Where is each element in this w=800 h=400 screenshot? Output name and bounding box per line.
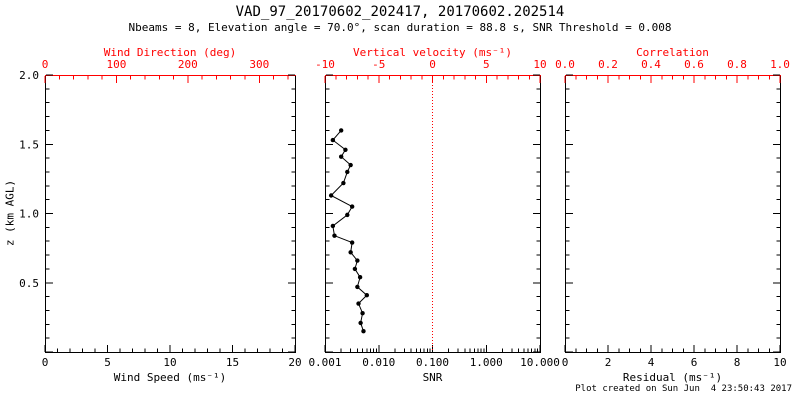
top-tick-label: 1.0 <box>770 58 790 71</box>
x-tick-label: 8 <box>734 356 741 369</box>
y-tick-label: 2.0 <box>19 69 39 82</box>
panel-box <box>45 75 296 353</box>
x-tick-label: 10.000 <box>520 356 560 369</box>
top-tick-label: 0 <box>42 58 49 71</box>
x-axis-label-snr: SNR <box>422 371 443 384</box>
top-tick-label: 5 <box>483 58 490 71</box>
data-point <box>330 137 336 143</box>
top-tick-label: 0 <box>429 58 436 71</box>
top-axis-label-vertical-velocity: Vertical velocity (ms⁻¹) <box>353 46 512 59</box>
profile-line <box>330 130 368 332</box>
x-tick-label: 0.010 <box>362 356 395 369</box>
x-axis-label-residual: Residual (ms⁻¹) <box>622 371 723 384</box>
top-tick-label: 200 <box>178 58 198 71</box>
x-tick-label: 1.000 <box>470 356 503 369</box>
top-tick-label: 0.4 <box>641 58 661 71</box>
x-tick-label: 10 <box>163 356 176 369</box>
data-point <box>352 266 358 272</box>
x-tick-label: 4 <box>648 356 655 369</box>
y-axis-label: z (km AGL) <box>3 179 17 247</box>
top-tick-label: -5 <box>372 58 385 71</box>
data-point <box>345 212 350 218</box>
x-tick-label: 20 <box>288 356 301 369</box>
x-tick-label: 5 <box>104 356 111 369</box>
data-point <box>360 311 365 316</box>
x-tick-label: 10 <box>773 356 786 369</box>
x-tick-label: 2 <box>605 356 612 369</box>
y-tick-label: 1.0 <box>19 208 39 221</box>
x-tick-label: 6 <box>691 356 698 369</box>
plot-title: VAD_97_20170602_202417, 20170602.202514 <box>235 4 565 20</box>
y-tick-label: 1.5 <box>19 138 39 151</box>
data-point <box>364 293 370 298</box>
x-tick-label: 0.001 <box>308 356 341 369</box>
top-tick-label: 300 <box>249 58 269 71</box>
data-point <box>355 258 360 263</box>
panel-box <box>565 75 781 353</box>
top-tick-label: 0.6 <box>684 58 704 71</box>
top-tick-label: -10 <box>315 58 335 71</box>
data-point <box>356 301 361 306</box>
data-point <box>349 240 355 245</box>
data-point <box>328 193 334 198</box>
data-point <box>330 223 336 229</box>
data-point <box>348 162 353 168</box>
top-tick-label: 0.2 <box>598 58 618 71</box>
x-tick-label: 0 <box>562 356 569 369</box>
plot-created-note: Plot created on Sun Jun 4 23:50:43 2017 <box>575 384 792 394</box>
data-point <box>332 233 337 238</box>
x-axis-label-wind-speed: Wind Speed (ms⁻¹) <box>113 371 227 384</box>
plot-subtitle: Nbeams = 8, Elevation angle = 70.0°, sca… <box>128 21 672 34</box>
data-point <box>361 329 366 334</box>
top-tick-label: 0.0 <box>555 58 575 71</box>
top-tick-label: 0.8 <box>727 58 747 71</box>
data-point <box>343 147 348 152</box>
data-point <box>349 204 355 209</box>
data-point <box>338 128 344 133</box>
x-tick-label: 0.100 <box>416 356 449 369</box>
top-tick-label: 100 <box>106 58 126 71</box>
top-axis-label-wind-direction: Wind Direction (deg) <box>103 46 237 59</box>
data-point <box>338 154 344 159</box>
y-tick-label: 0.5 <box>19 277 39 290</box>
top-tick-label: 10 <box>533 58 546 71</box>
x-tick-label: 15 <box>226 356 239 369</box>
data-point <box>358 320 363 326</box>
data-point <box>345 169 350 175</box>
data-point <box>357 275 363 280</box>
data-point <box>341 180 346 186</box>
top-axis-label-correlation: Correlation <box>636 46 709 59</box>
x-tick-label: 0 <box>42 356 49 369</box>
data-point <box>355 284 360 290</box>
data-point <box>348 250 353 255</box>
